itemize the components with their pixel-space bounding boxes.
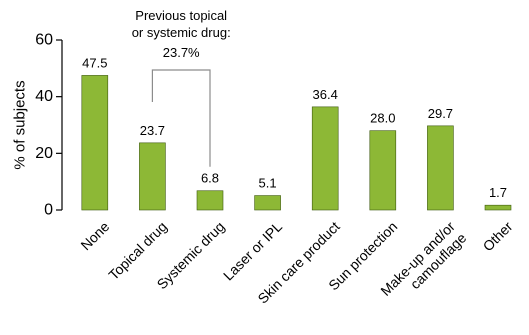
previous-drug-annotation: Previous topical or systemic drug: 23.7% — [132, 8, 231, 167]
bar — [484, 204, 512, 211]
bar — [427, 125, 454, 211]
bar — [81, 75, 109, 211]
y-tick-label: 40 — [35, 88, 53, 105]
annotation-text: 23.7% — [163, 45, 200, 60]
x-tick-label: None — [77, 218, 112, 253]
bar — [254, 195, 281, 211]
annotation-text: or systemic drug: — [132, 25, 231, 40]
y-tick-label: 0 — [44, 202, 53, 219]
value-label: 23.7 — [140, 123, 165, 138]
value-label: 29.7 — [428, 106, 453, 121]
bar — [311, 106, 339, 211]
bar — [369, 130, 397, 211]
value-label: 36.4 — [313, 87, 338, 102]
annotation-bracket — [151, 69, 211, 167]
y-axis-ticks: 0 20 40 60 — [35, 32, 62, 219]
bars — [81, 75, 512, 211]
value-label: 28.0 — [370, 111, 395, 126]
value-label: 6.8 — [201, 171, 219, 186]
value-label: 5.1 — [259, 176, 277, 191]
y-axis-title: % of subjects — [12, 80, 29, 169]
bar — [139, 142, 166, 211]
annotation-text: Previous topical — [135, 8, 227, 23]
bar — [196, 190, 224, 211]
y-tick-label: 60 — [35, 32, 53, 49]
y-tick-label: 20 — [35, 145, 53, 162]
value-labels: 47.5 23.7 6.8 5.1 36.4 28.0 29.7 1.7 — [82, 55, 507, 200]
value-label: 1.7 — [489, 185, 507, 200]
x-tick-label: Other — [480, 218, 516, 254]
value-label: 47.5 — [82, 55, 107, 70]
